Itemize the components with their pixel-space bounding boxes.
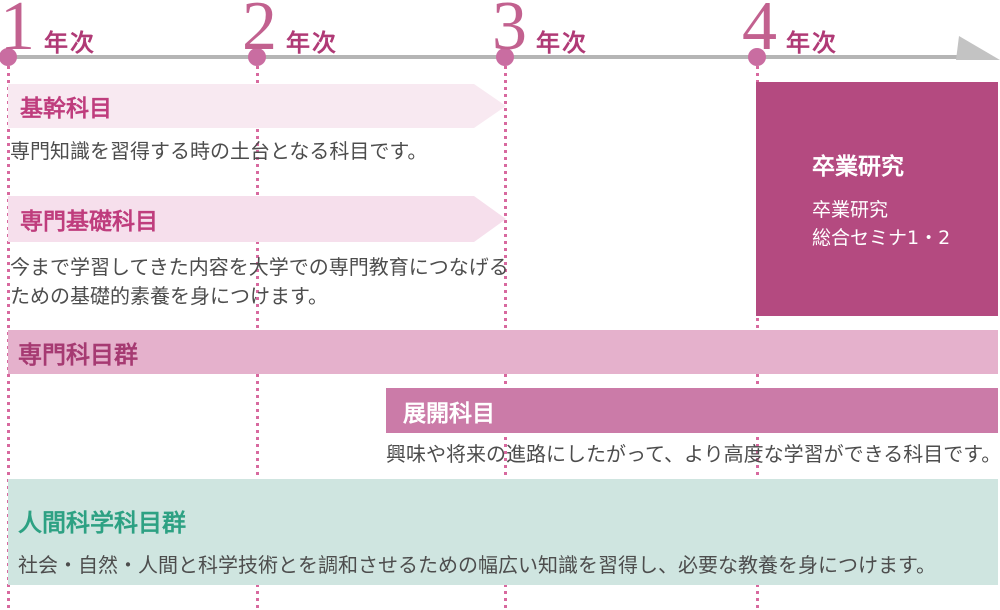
year1-number: 1 [0,0,35,65]
year4-number: 4 [742,0,777,65]
year3-heading: 3 年次 [492,0,588,65]
advanced-subjects-title: 展開科目 [403,400,495,427]
core-subjects-description: 専門知識を習得する時の土台となる科目です。 [10,139,428,163]
year1-heading: 1 年次 [0,0,96,65]
core-subjects-title: 基幹科目 [20,96,112,122]
graduation-research-item-1: 卒業研究 [812,198,889,221]
specialized-basics-description: 今まで学習してきた内容を大学での専門教育につなげる ための基礎的素養を身につけま… [10,253,509,311]
graduation-research-box: 卒業研究 卒業研究 総合セミナ1・2 [756,82,998,316]
specialized-basics-description-line1: 今まで学習してきた内容を大学での専門教育につなげる [10,255,509,279]
year3-number: 3 [492,0,527,65]
advanced-subjects-description: 興味や将来の進路にしたがって、より高度な学習ができる科目です。 [386,442,1000,466]
core-subjects-banner: 基幹科目 [8,84,506,128]
graduation-research-item-2: 総合セミナ1・2 [812,226,951,249]
year1-marker-dot [0,48,17,66]
timeline-arrowhead-icon [956,36,1000,60]
year4-label: 年次 [786,29,838,57]
year3-label: 年次 [536,29,588,57]
year1-label: 年次 [44,29,96,57]
year4-marker-dot [748,48,766,66]
specialized-subjects-group-title: 専門科目群 [18,340,138,369]
human-science-group-description: 社会・自然・人間と科学技術とを調和させるための幅広い知識を習得し、必要な教養を身… [18,553,936,577]
year2-label: 年次 [286,29,338,57]
specialized-subjects-group-bar: 専門科目群 [8,330,998,374]
human-science-group-bar: 人間科学科目群 社会・自然・人間と科学技術とを調和させるための幅広い知識を習得し… [8,479,998,585]
year2-heading: 2 年次 [242,0,338,65]
year4-heading: 4 年次 [742,0,838,65]
graduation-research-title: 卒業研究 [812,153,904,180]
specialized-basics-description-line2: ための基礎的素養を身につけます。 [10,284,328,308]
specialized-basics-title: 専門基礎科目 [20,209,158,235]
advanced-subjects-bar: 展開科目 [386,388,998,433]
year3-marker-dot [496,48,514,66]
year2-marker-dot [248,48,266,66]
year2-number: 2 [242,0,277,65]
timeline-axis [8,55,966,59]
human-science-group-title: 人間科学科目群 [18,509,186,537]
specialized-basics-banner: 専門基礎科目 [8,196,506,242]
